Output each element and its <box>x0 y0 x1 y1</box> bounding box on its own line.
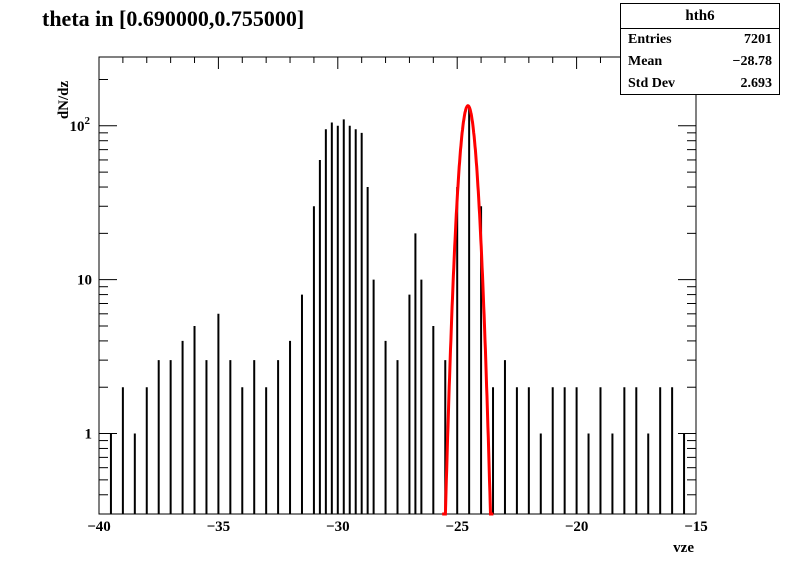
stats-row-stddev: Std Dev 2.693 <box>621 73 779 95</box>
x-tick-label: −25 <box>445 519 469 535</box>
x-tick-labels: −40 −35 −30 −25 −20 −15 <box>87 519 708 535</box>
stats-box: hth6 Entries 7201 Mean −28.78 Std Dev 2.… <box>620 3 780 95</box>
stats-row-entries: Entries 7201 <box>621 29 779 51</box>
x-tick-label: −15 <box>684 519 708 535</box>
histogram-title: theta in [0.690000,0.755000] <box>42 6 305 31</box>
stats-histogram-name: hth6 <box>621 4 779 29</box>
x-tick-label: −30 <box>326 519 350 535</box>
x-axis-label: vze <box>673 540 694 556</box>
x-tick-label: −40 <box>87 519 111 535</box>
y-tick-label: 102 <box>70 115 91 135</box>
gaussian-fit-curve <box>442 104 494 516</box>
y-tick-labels: 1 10 102 <box>70 115 93 443</box>
histogram-series <box>109 105 686 514</box>
y-tick-label: 10 <box>77 273 92 289</box>
y-tick-label: 1 <box>85 427 93 443</box>
stats-label: Std Dev <box>628 76 676 91</box>
stats-value: −28.78 <box>732 54 772 69</box>
stats-row-mean: Mean −28.78 <box>621 51 779 73</box>
stats-value: 2.693 <box>740 76 773 91</box>
x-tick-label: −20 <box>565 519 589 535</box>
stats-label: Mean <box>628 54 663 69</box>
x-tick-label: −35 <box>207 519 231 535</box>
y-axis-label: dN/dz <box>56 80 72 119</box>
stats-value: 7201 <box>744 32 772 47</box>
stats-label: Entries <box>628 32 672 47</box>
